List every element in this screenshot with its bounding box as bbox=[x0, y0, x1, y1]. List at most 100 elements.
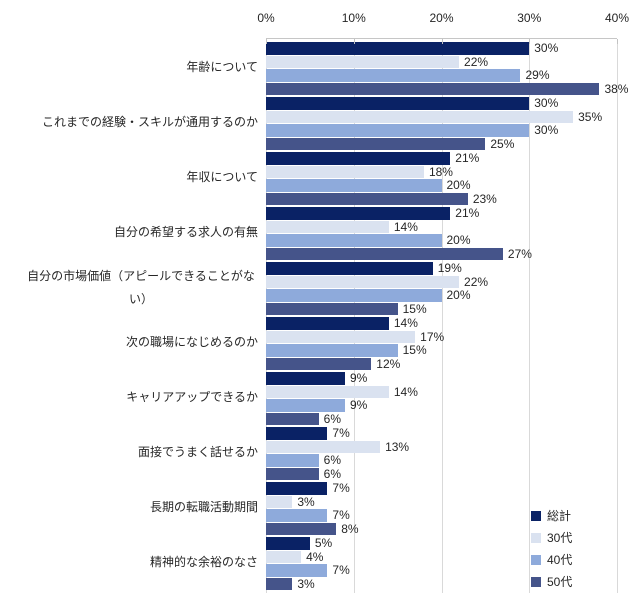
value-label: 7% bbox=[332, 508, 350, 523]
bar-50代 bbox=[266, 302, 398, 315]
category-label: 精神的な余裕のなさ bbox=[149, 555, 258, 570]
bar-総計 bbox=[266, 537, 310, 550]
category-label: これまでの経験・スキルが通用するのか bbox=[41, 115, 258, 130]
value-label: 27% bbox=[507, 246, 532, 261]
bar-40代 bbox=[266, 234, 442, 247]
bar-line: 7% bbox=[266, 482, 617, 495]
value-label: 14% bbox=[393, 219, 418, 234]
bar-line: 30% bbox=[266, 124, 617, 137]
legend-label: 50代 bbox=[547, 575, 573, 589]
bar-line: 6% bbox=[266, 454, 617, 467]
category-label-row: 年齢について bbox=[0, 40, 262, 95]
category-label-row: 年収について bbox=[0, 150, 262, 205]
bar-line: 27% bbox=[266, 246, 617, 261]
category-group: 30% 35% 30% 25% bbox=[266, 96, 617, 151]
plot-area: 30% 22% 29% 38% 30% 35% 30% 25% 21% 18% 20% 23% 21% 1… bbox=[266, 38, 628, 593]
bar-40代 bbox=[266, 344, 398, 357]
bar-line: 18% bbox=[266, 165, 617, 178]
bar-40代 bbox=[266, 179, 442, 192]
bar-line: 21% bbox=[266, 152, 617, 165]
bar-50代 bbox=[266, 247, 503, 260]
axis-tick bbox=[441, 39, 443, 44]
value-label: 22% bbox=[464, 274, 489, 289]
legend-swatch bbox=[531, 533, 541, 543]
bar-30代 bbox=[266, 550, 302, 563]
value-label: 35% bbox=[578, 109, 603, 124]
bar-30代 bbox=[266, 220, 389, 233]
bar-50代 bbox=[266, 82, 600, 95]
axis-tick bbox=[353, 39, 355, 44]
value-label: 15% bbox=[402, 343, 427, 358]
bar-40代 bbox=[266, 289, 442, 302]
category-group: 14% 17% 15% 12% bbox=[266, 316, 617, 371]
bar-line: 20% bbox=[266, 179, 617, 192]
bar-総計 bbox=[266, 372, 345, 385]
category-label: 次の職場になじめるのか bbox=[125, 335, 258, 350]
x-axis: 0% 10% 20% 30% 40% bbox=[257, 8, 629, 30]
bar-line: 23% bbox=[266, 191, 617, 206]
category-label-row: 精神的な余裕のなさ bbox=[0, 535, 262, 590]
gridline bbox=[266, 39, 267, 593]
axis-tick bbox=[529, 39, 531, 44]
bar-line: 14% bbox=[266, 317, 617, 330]
category-label: 自分の希望する求人の有無 bbox=[113, 225, 258, 240]
value-label: 29% bbox=[525, 68, 550, 83]
value-label: 19% bbox=[437, 261, 462, 276]
bar-50代 bbox=[266, 192, 468, 205]
value-label: 20% bbox=[446, 233, 471, 248]
bar-line: 25% bbox=[266, 136, 617, 151]
bar-30代 bbox=[266, 495, 293, 508]
bar-line: 13% bbox=[266, 440, 617, 453]
bar-50代 bbox=[266, 357, 372, 370]
category-label: 年齢について bbox=[186, 60, 258, 75]
category-label: キャリアアップできるか bbox=[126, 390, 258, 405]
bar-line: 22% bbox=[266, 274, 617, 289]
legend-swatch bbox=[531, 511, 541, 521]
category-label: 面接でうまく話せるか bbox=[137, 445, 258, 460]
value-label: 14% bbox=[393, 384, 418, 399]
value-label: 25% bbox=[490, 136, 515, 151]
category-label-row: 次の職場になじめるのか bbox=[0, 315, 262, 370]
legend: 総計 30代 40代 50代 bbox=[531, 510, 572, 588]
category-group: 19% 22% 20% 15% bbox=[266, 261, 617, 316]
category-axis: 年齢についてこれまでの経験・スキルが通用するのか年収について自分の希望する求人の… bbox=[0, 40, 262, 594]
bar-30代 bbox=[266, 165, 424, 178]
value-label: 30% bbox=[534, 96, 559, 111]
bar-line: 7% bbox=[266, 564, 617, 577]
category-label-row: 自分の市場価値（アピールできることがない） bbox=[0, 260, 262, 315]
value-label: 15% bbox=[402, 301, 427, 316]
bar-40代 bbox=[266, 69, 521, 82]
bar-line: 30% bbox=[266, 42, 617, 55]
legend-item: 50代 bbox=[531, 576, 572, 588]
bar-line: 29% bbox=[266, 69, 617, 82]
bar-line: 5% bbox=[266, 537, 617, 550]
bar-40代 bbox=[266, 399, 345, 412]
legend-label: 30代 bbox=[547, 531, 573, 545]
value-label: 21% bbox=[455, 151, 480, 166]
legend-item: 40代 bbox=[531, 554, 572, 566]
x-axis-tick-label: 0% bbox=[257, 11, 275, 25]
bar-line: 21% bbox=[266, 207, 617, 220]
bar-30代 bbox=[266, 330, 416, 343]
category-label: 長期の転職活動期間 bbox=[149, 500, 258, 515]
value-label: 7% bbox=[332, 426, 350, 441]
bar-line: 9% bbox=[266, 399, 617, 412]
bar-line: 15% bbox=[266, 344, 617, 357]
x-axis-tick-label: 40% bbox=[604, 11, 630, 25]
x-axis-tick-label: 10% bbox=[341, 11, 366, 25]
bar-line: 20% bbox=[266, 289, 617, 302]
bar-総計 bbox=[266, 482, 328, 495]
value-label: 17% bbox=[420, 329, 445, 344]
value-label: 23% bbox=[472, 191, 497, 206]
bar-総計 bbox=[266, 152, 451, 165]
bar-line: 7% bbox=[266, 509, 617, 522]
bar-line: 14% bbox=[266, 384, 617, 399]
legend-item: 総計 bbox=[531, 510, 572, 522]
legend-label: 総計 bbox=[547, 509, 572, 523]
legend-item: 30代 bbox=[531, 532, 572, 544]
bar-30代 bbox=[266, 385, 389, 398]
value-label: 8% bbox=[341, 521, 359, 536]
bar-line: 20% bbox=[266, 234, 617, 247]
value-label: 20% bbox=[446, 288, 471, 303]
